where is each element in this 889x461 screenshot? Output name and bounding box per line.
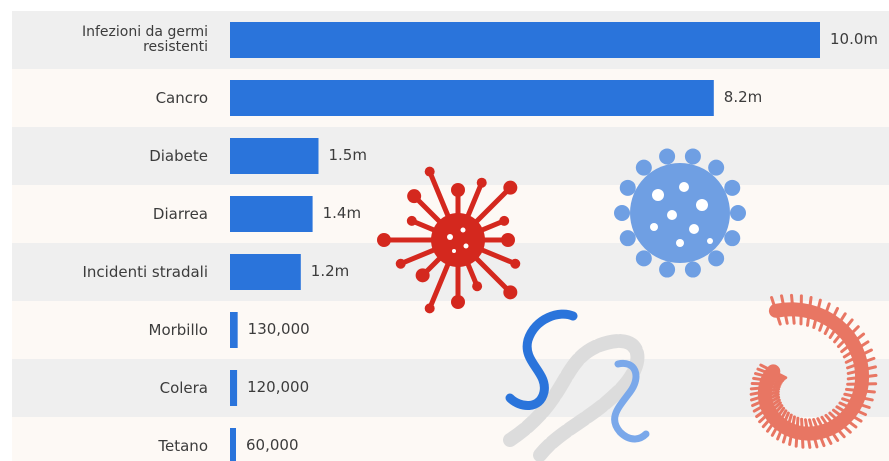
category-label-line: Diabete (149, 146, 208, 165)
virus-spike (614, 205, 630, 221)
virus-spike-tip (407, 189, 422, 204)
virus-spike-tip (424, 303, 435, 314)
virus-spike-tip (472, 281, 483, 292)
category-label-line: Cancro (155, 88, 208, 107)
row-background (12, 301, 889, 359)
virus-spike-tip (499, 215, 510, 226)
virus-spike-tip (503, 180, 518, 195)
category-label: Infezioni da germi resistenti (20, 25, 208, 55)
red-virus-icon (377, 166, 521, 314)
category-label-line: Incidenti stradali (82, 262, 208, 281)
virus-spike (659, 148, 676, 165)
bar (230, 80, 714, 116)
category-label: Tetano (20, 436, 208, 455)
row-background (12, 417, 889, 461)
bar (230, 370, 238, 406)
virus-spike (659, 261, 676, 278)
virus-spike-tip (510, 258, 521, 269)
virus-spike (724, 179, 741, 196)
centipede-icon (749, 293, 878, 449)
value-label: 8.2m (723, 88, 763, 106)
virus-spike-tip (406, 215, 417, 226)
virus-spike (730, 205, 746, 221)
category-label: Cancro (20, 88, 208, 107)
virus-spike (619, 179, 636, 196)
value-label: 1.2m (310, 262, 350, 280)
virus-spike (684, 261, 701, 278)
bar (230, 138, 319, 174)
category-label-line: Tetano (158, 436, 208, 455)
bar (230, 312, 238, 348)
bar (230, 22, 820, 58)
virus-spike-tip (451, 183, 465, 197)
virus-spike (635, 250, 652, 267)
category-label-line: Diarrea (152, 204, 208, 223)
row-background (12, 359, 889, 417)
bacteria-chain-icon (503, 309, 650, 461)
virus-spike (724, 230, 741, 247)
value-label: 1.4m (322, 204, 362, 222)
virus-spike-tip (503, 285, 518, 300)
virus-spike (619, 230, 636, 247)
virus-spike (684, 148, 701, 165)
virus-spike-tip (415, 268, 430, 283)
virus-spike-tip (377, 233, 391, 247)
value-label: 10.0m (830, 30, 879, 48)
row-backgrounds (12, 11, 889, 461)
bar (230, 254, 301, 290)
virus-spike-tip (501, 233, 515, 247)
bars (230, 22, 820, 461)
virus-spike-tip (395, 258, 406, 269)
category-label: Diarrea (20, 204, 208, 223)
value-label: 130,000 (247, 320, 310, 338)
virus-spike-tip (476, 177, 487, 188)
virus-spike (708, 159, 725, 176)
category-label-line: Colera (159, 378, 208, 397)
virus-spike (635, 159, 652, 176)
bar (230, 196, 313, 232)
category-label: Colera (20, 378, 208, 397)
category-label: Morbillo (20, 320, 209, 339)
virus-spike-tip (451, 295, 465, 309)
category-label-line: Morbillo (148, 320, 209, 339)
category-label-line: resistenti (143, 39, 208, 55)
virus-spike-tip (424, 166, 435, 177)
value-label: 1.5m (328, 146, 367, 164)
category-label-line: Infezioni da germi (81, 24, 208, 40)
bar (230, 428, 236, 461)
category-label: Diabete (20, 146, 208, 165)
row-background (12, 127, 889, 185)
blue-virus-icon (614, 148, 746, 278)
value-label: 120,000 (247, 378, 310, 396)
category-label: Incidenti stradali (20, 262, 208, 281)
value-label: 60,000 (246, 436, 299, 454)
virus-spike (708, 250, 725, 267)
